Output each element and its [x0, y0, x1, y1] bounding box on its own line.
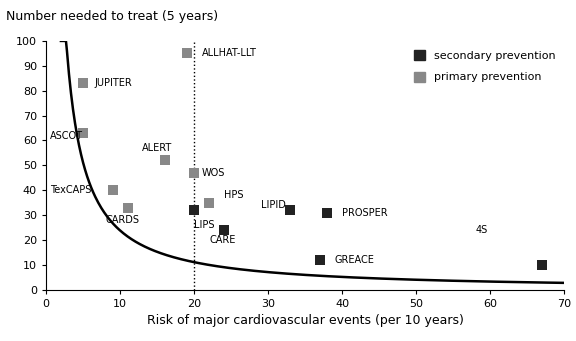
- Point: [286, 207, 295, 213]
- Text: ASCOT: ASCOT: [50, 131, 83, 140]
- Text: ALLHAT-LLT: ALLHAT-LLT: [202, 48, 256, 58]
- Point: [316, 257, 325, 263]
- Point: [160, 158, 169, 163]
- Point: [219, 227, 229, 233]
- Point: [78, 80, 88, 86]
- Text: GREACE: GREACE: [335, 255, 375, 265]
- Text: WOS: WOS: [202, 168, 225, 178]
- Text: HPS: HPS: [224, 190, 243, 200]
- Text: ALERT: ALERT: [142, 143, 173, 153]
- Text: CARDS: CARDS: [105, 215, 139, 225]
- Text: CARE: CARE: [209, 235, 236, 245]
- Legend: secondary prevention, primary prevention: secondary prevention, primary prevention: [411, 46, 559, 86]
- Text: TexCAPS: TexCAPS: [50, 185, 91, 195]
- Point: [78, 130, 88, 136]
- Point: [190, 207, 199, 213]
- Point: [204, 200, 214, 205]
- Text: JUPITER: JUPITER: [94, 78, 132, 88]
- Point: [182, 51, 191, 56]
- Text: PROSPER: PROSPER: [342, 208, 388, 218]
- Text: LIPID: LIPID: [261, 200, 286, 210]
- Text: Number needed to treat (5 years): Number needed to treat (5 years): [6, 10, 218, 23]
- Point: [108, 188, 118, 193]
- Text: LIPS: LIPS: [194, 220, 215, 230]
- Point: [537, 262, 547, 268]
- Point: [323, 210, 332, 216]
- Text: 4S: 4S: [476, 225, 488, 235]
- Point: [190, 170, 199, 176]
- Point: [123, 205, 132, 210]
- X-axis label: Risk of major cardiovascular events (per 10 years): Risk of major cardiovascular events (per…: [147, 314, 464, 327]
